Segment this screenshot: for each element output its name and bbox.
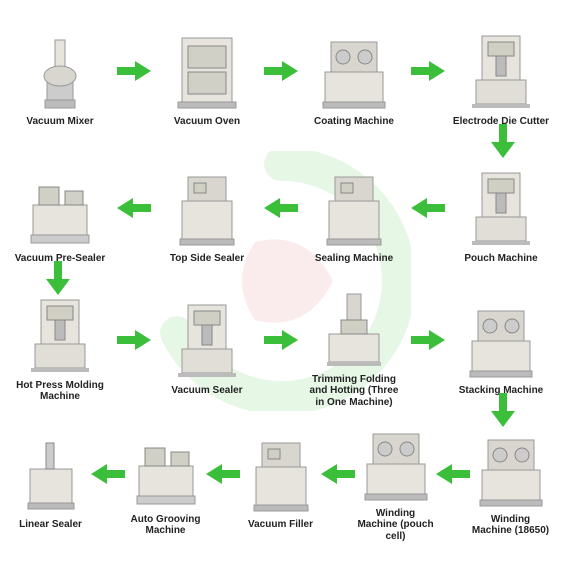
machine-illustration: [476, 430, 546, 508]
machine-illustration: [466, 169, 536, 247]
flow-arrow-down-icon: [491, 124, 515, 158]
flow-node: Stacking Machine: [451, 301, 551, 397]
flow-row: Vacuum Mixer Vacuum Oven: [2, 20, 559, 140]
flow-row: Hot Press Molding Machine Vacuum Sealer: [2, 289, 559, 409]
flow-node: Vacuum Mixer: [10, 32, 110, 128]
flow-arrow-right-icon: [117, 61, 151, 81]
flow-node: Top Side Sealer: [157, 169, 257, 265]
flow-arrow-right-icon: [411, 61, 445, 81]
machine-illustration: [25, 32, 95, 110]
machine-illustration: [361, 424, 431, 502]
machine-label: Vacuum Filler: [248, 519, 313, 531]
flow-node: Coating Machine: [304, 32, 404, 128]
flow-node: Trimming Folding and Hotting (Three in O…: [304, 290, 404, 409]
flow-row: Vacuum Pre-Sealer Top Side Sealer: [2, 157, 559, 277]
flow-node: Vacuum Filler: [240, 435, 321, 531]
machine-label: Vacuum Mixer: [26, 116, 93, 128]
machine-illustration: [131, 430, 201, 508]
machine-illustration: [246, 435, 316, 513]
flow-arrow-left-icon: [91, 464, 125, 484]
flow-arrow-down-icon: [491, 393, 515, 427]
machine-label: Pouch Machine: [464, 253, 537, 265]
flow-row: Linear Sealer Auto Grooving Machine: [2, 423, 559, 543]
machine-illustration: [466, 301, 536, 379]
machine-label: Coating Machine: [314, 116, 394, 128]
flow-node: Pouch Machine: [451, 169, 551, 265]
machine-illustration: [319, 290, 389, 368]
machine-label: Sealing Machine: [315, 253, 393, 265]
machine-illustration: [466, 32, 536, 110]
machine-label: Auto Grooving Machine: [125, 514, 206, 537]
machine-illustration: [172, 169, 242, 247]
flow-node: Auto Grooving Machine: [125, 430, 206, 537]
flow-arrow-left-icon: [321, 464, 355, 484]
machine-label: Linear Sealer: [19, 519, 82, 531]
machine-illustration: [319, 169, 389, 247]
flow-arrow-right-icon: [264, 61, 298, 81]
flow-node: Hot Press Molding Machine: [10, 296, 110, 403]
machine-label: Winding Machine (18650): [470, 514, 551, 537]
flow-arrow-left-icon: [117, 198, 151, 218]
machine-illustration: [25, 296, 95, 374]
flow-node: Electrode Die Cutter: [451, 32, 551, 128]
machine-label: Vacuum Sealer: [171, 385, 242, 397]
flow-node: Vacuum Oven: [157, 32, 257, 128]
flow-arrow-down-icon: [46, 261, 70, 295]
flow-arrow-right-icon: [264, 330, 298, 350]
flow-node: Linear Sealer: [10, 435, 91, 531]
machine-label: Hot Press Molding Machine: [10, 380, 110, 403]
machine-label: Top Side Sealer: [170, 253, 244, 265]
machine-illustration: [172, 32, 242, 110]
machine-label: Vacuum Oven: [174, 116, 240, 128]
flow-arrow-left-icon: [436, 464, 470, 484]
process-flow-grid: Vacuum Mixer Vacuum Oven: [2, 20, 559, 541]
flow-arrow-right-icon: [411, 330, 445, 350]
machine-label: Winding Machine (pouch cell): [355, 508, 436, 543]
machine-illustration: [172, 301, 242, 379]
flow-arrow-left-icon: [264, 198, 298, 218]
flow-arrow-left-icon: [206, 464, 240, 484]
machine-illustration: [25, 169, 95, 247]
flow-node: Winding Machine (18650): [470, 430, 551, 537]
flow-arrow-left-icon: [411, 198, 445, 218]
flow-node: Winding Machine (pouch cell): [355, 424, 436, 543]
machine-label: Trimming Folding and Hotting (Three in O…: [304, 374, 404, 409]
flow-arrow-right-icon: [117, 330, 151, 350]
machine-illustration: [319, 32, 389, 110]
flow-node: Vacuum Pre-Sealer: [10, 169, 110, 265]
flow-node: Vacuum Sealer: [157, 301, 257, 397]
machine-illustration: [16, 435, 86, 513]
flow-node: Sealing Machine: [304, 169, 404, 265]
